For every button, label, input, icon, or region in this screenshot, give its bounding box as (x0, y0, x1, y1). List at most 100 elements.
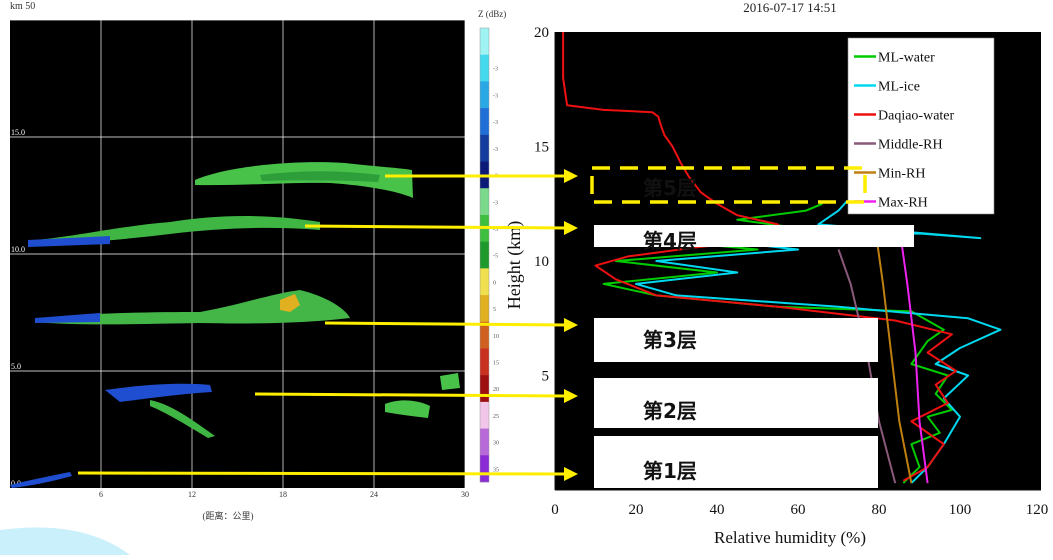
radar-x-tick-label: 12 (188, 490, 196, 499)
colorbar-swatch (480, 295, 489, 323)
radar-y-tick-label: 5.0 (11, 362, 21, 371)
layer-band-1 (594, 436, 878, 488)
colorbar-swatch (480, 134, 489, 162)
radar-y-tick-label: 0.0 (11, 479, 21, 488)
connector-arrow-4 (304, 224, 567, 230)
layer-label-4: 第4层 (643, 229, 697, 253)
colorbar-swatch (480, 188, 489, 216)
colorbar-tick-label: -3 (493, 67, 498, 73)
radar-y-tick-label: 15.0 (11, 128, 25, 137)
layer-bands: 第1层 第2层 第3层 第4层 第5层 (594, 176, 914, 488)
radar-x-tick-label: 6 (99, 490, 103, 499)
connector-arrows (77, 169, 578, 481)
colorbar-swatch (480, 28, 489, 56)
echo-layer3-edge (35, 313, 100, 323)
echo-layer2-c (385, 400, 430, 418)
colorbar-tick-label: -3 (493, 147, 498, 153)
colorbar-swatch (480, 375, 489, 403)
legend-label: Max-RH (878, 196, 928, 211)
colorbar-tick-label: 10 (493, 334, 499, 340)
legend-label: Daqiao-water (878, 109, 955, 124)
colorbar-tick-label: -3 (493, 227, 498, 233)
legend-label: Middle-RH (878, 138, 943, 153)
colorbar-tick-label: 5 (493, 307, 496, 313)
colorbar-tick-label: -3 (493, 93, 498, 99)
radar-x-tick-label: 24 (370, 490, 378, 499)
radar-grid: 6 12 18 24 30 20.0 15.0 10.0 5.0 0.0 (10, 11, 469, 499)
layer-band-4 (594, 225, 914, 247)
radar-y-tick-label: 10.0 (11, 245, 25, 254)
x-tick-label: 120 (1026, 502, 1049, 518)
echo-layer3 (35, 290, 350, 325)
colorbar-tick-label: 20 (493, 387, 499, 393)
colorbar-swatch (480, 81, 489, 109)
connector-arrow-1 (77, 471, 567, 476)
arrowhead (564, 169, 578, 183)
colorbar-swatch (480, 241, 489, 269)
colorbar-tick-label: 25 (493, 414, 499, 420)
x-tick-label: 60 (791, 502, 806, 518)
arrowhead (564, 467, 578, 481)
decorative-corner-shape (0, 527, 130, 555)
arrowhead (564, 318, 578, 332)
y-tick-label: 15 (534, 140, 549, 156)
colorbar-tick-label: 35 (493, 467, 499, 473)
arrowhead (564, 389, 578, 403)
y-tick-label: 10 (534, 254, 549, 270)
echo-layer3-core (280, 294, 300, 312)
legend-label: Min-RH (878, 167, 925, 182)
colorbar-swatch (480, 268, 489, 296)
colorbar-tick-label: -3 (493, 120, 498, 126)
chart-title: 2016-07-17 14:51 (743, 0, 837, 15)
colorbar-frame (479, 27, 490, 483)
colorbar-tick-label: -5 (493, 254, 498, 260)
series-line-min-rh (874, 226, 913, 484)
radar-x-axis-label: (距离：公里) (203, 510, 254, 521)
colorbar-swatch (480, 321, 489, 349)
radar-y-tick-label: 20.0 (11, 11, 25, 20)
echo-layer1 (10, 472, 72, 488)
layer-band-2 (594, 378, 878, 428)
x-tick-label: 40 (710, 502, 725, 518)
echo-layer2 (105, 383, 212, 402)
layer-label-5: 第5层 (643, 176, 697, 200)
connector-arrow-2 (254, 392, 567, 398)
colorbar-swatch (480, 54, 489, 82)
x-axis-label: Relative humidity (%) (714, 528, 866, 547)
layer-band-3 (594, 318, 878, 362)
x-tick-label: 80 (872, 502, 887, 518)
layer5-dashed-box (590, 166, 867, 204)
echo-layer2-d (440, 373, 460, 390)
colorbar-tick-label: 15 (493, 360, 499, 366)
x-tick-label: 0 (551, 502, 559, 518)
legend: ML-water ML-ice Daqiao-water Middle-RH Min-R… (847, 37, 995, 215)
colorbar-tick-label: 30 (493, 441, 499, 447)
layer-label-1: 第1层 (643, 459, 697, 483)
legend-label: ML-ice (878, 80, 920, 95)
colorbar-swatch (480, 401, 489, 429)
layer-label-2: 第2层 (643, 399, 697, 423)
colorbar-swatch (480, 108, 489, 136)
layer-label-3: 第3层 (643, 328, 697, 352)
colorbar-swatch (480, 455, 489, 483)
radar-echoes (10, 162, 460, 488)
legend-label: ML-water (878, 51, 935, 66)
echo-layer5-core (260, 171, 380, 182)
connector-arrow-3 (324, 321, 567, 327)
series-line-ml-ice (635, 200, 1002, 484)
x-tick-label: 20 (629, 502, 644, 518)
colorbar-tick-label: -3 (493, 200, 498, 206)
colorbar-swatch (480, 428, 489, 456)
echo-layer2-b (150, 400, 215, 438)
y-tick-label: 5 (542, 369, 550, 385)
y-tick-label: 20 (534, 25, 549, 41)
radar-top-label: km 50 (10, 1, 35, 12)
series-line-max-rh (898, 226, 929, 484)
x-tick-label: 100 (949, 502, 972, 518)
echo-layer4-edge (28, 236, 110, 247)
arrowhead (564, 221, 578, 235)
colorbar-tick-label: 0 (493, 280, 496, 286)
radar-x-tick-label: 18 (279, 490, 287, 499)
